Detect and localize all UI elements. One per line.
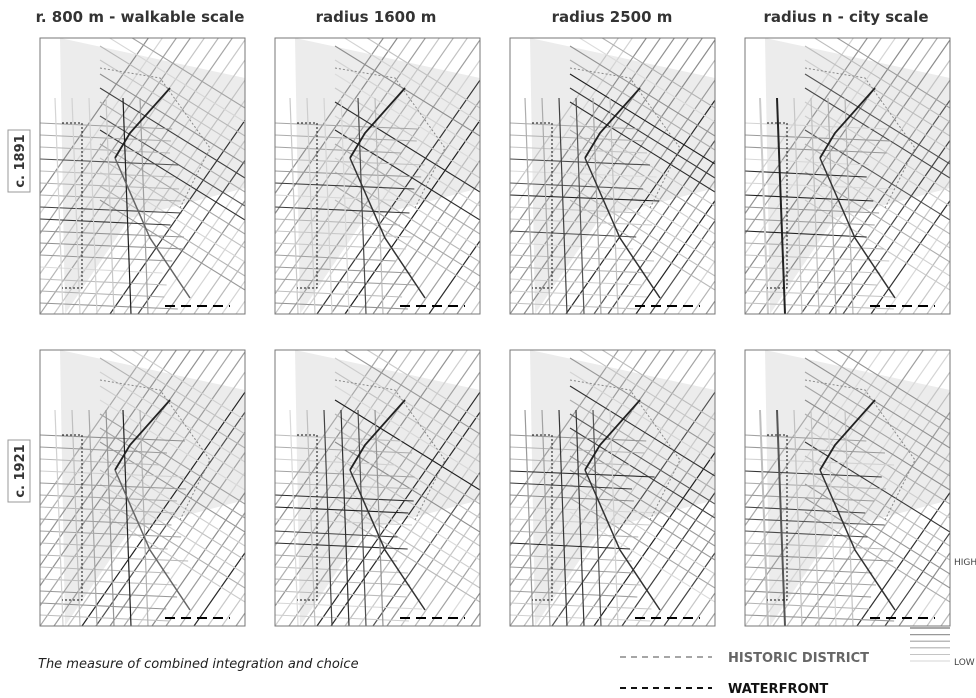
- street: [969, 296, 976, 626]
- legend-label: WATERFRONT: [728, 682, 828, 697]
- legend-label: HISTORIC DISTRICT: [728, 651, 869, 666]
- page: r. 800 m - walkable scale radius 1600 m …: [0, 0, 976, 698]
- legend-label: HIGH: [954, 558, 976, 568]
- column-header: r. 800 m - walkable scale: [36, 8, 245, 26]
- legend-label: LOW: [954, 658, 975, 668]
- row-label: c. 1891: [13, 134, 28, 187]
- street: [955, 296, 976, 626]
- row-label: c. 1921: [13, 444, 28, 497]
- column-header: radius 1600 m: [316, 8, 437, 26]
- column-header: radius 2500 m: [552, 8, 673, 26]
- street: [969, 0, 976, 314]
- caption: The measure of combined integration and …: [38, 657, 359, 672]
- street: [955, 0, 976, 314]
- figure: r. 800 m - walkable scale radius 1600 m …: [0, 0, 976, 698]
- column-header: radius n - city scale: [763, 8, 928, 26]
